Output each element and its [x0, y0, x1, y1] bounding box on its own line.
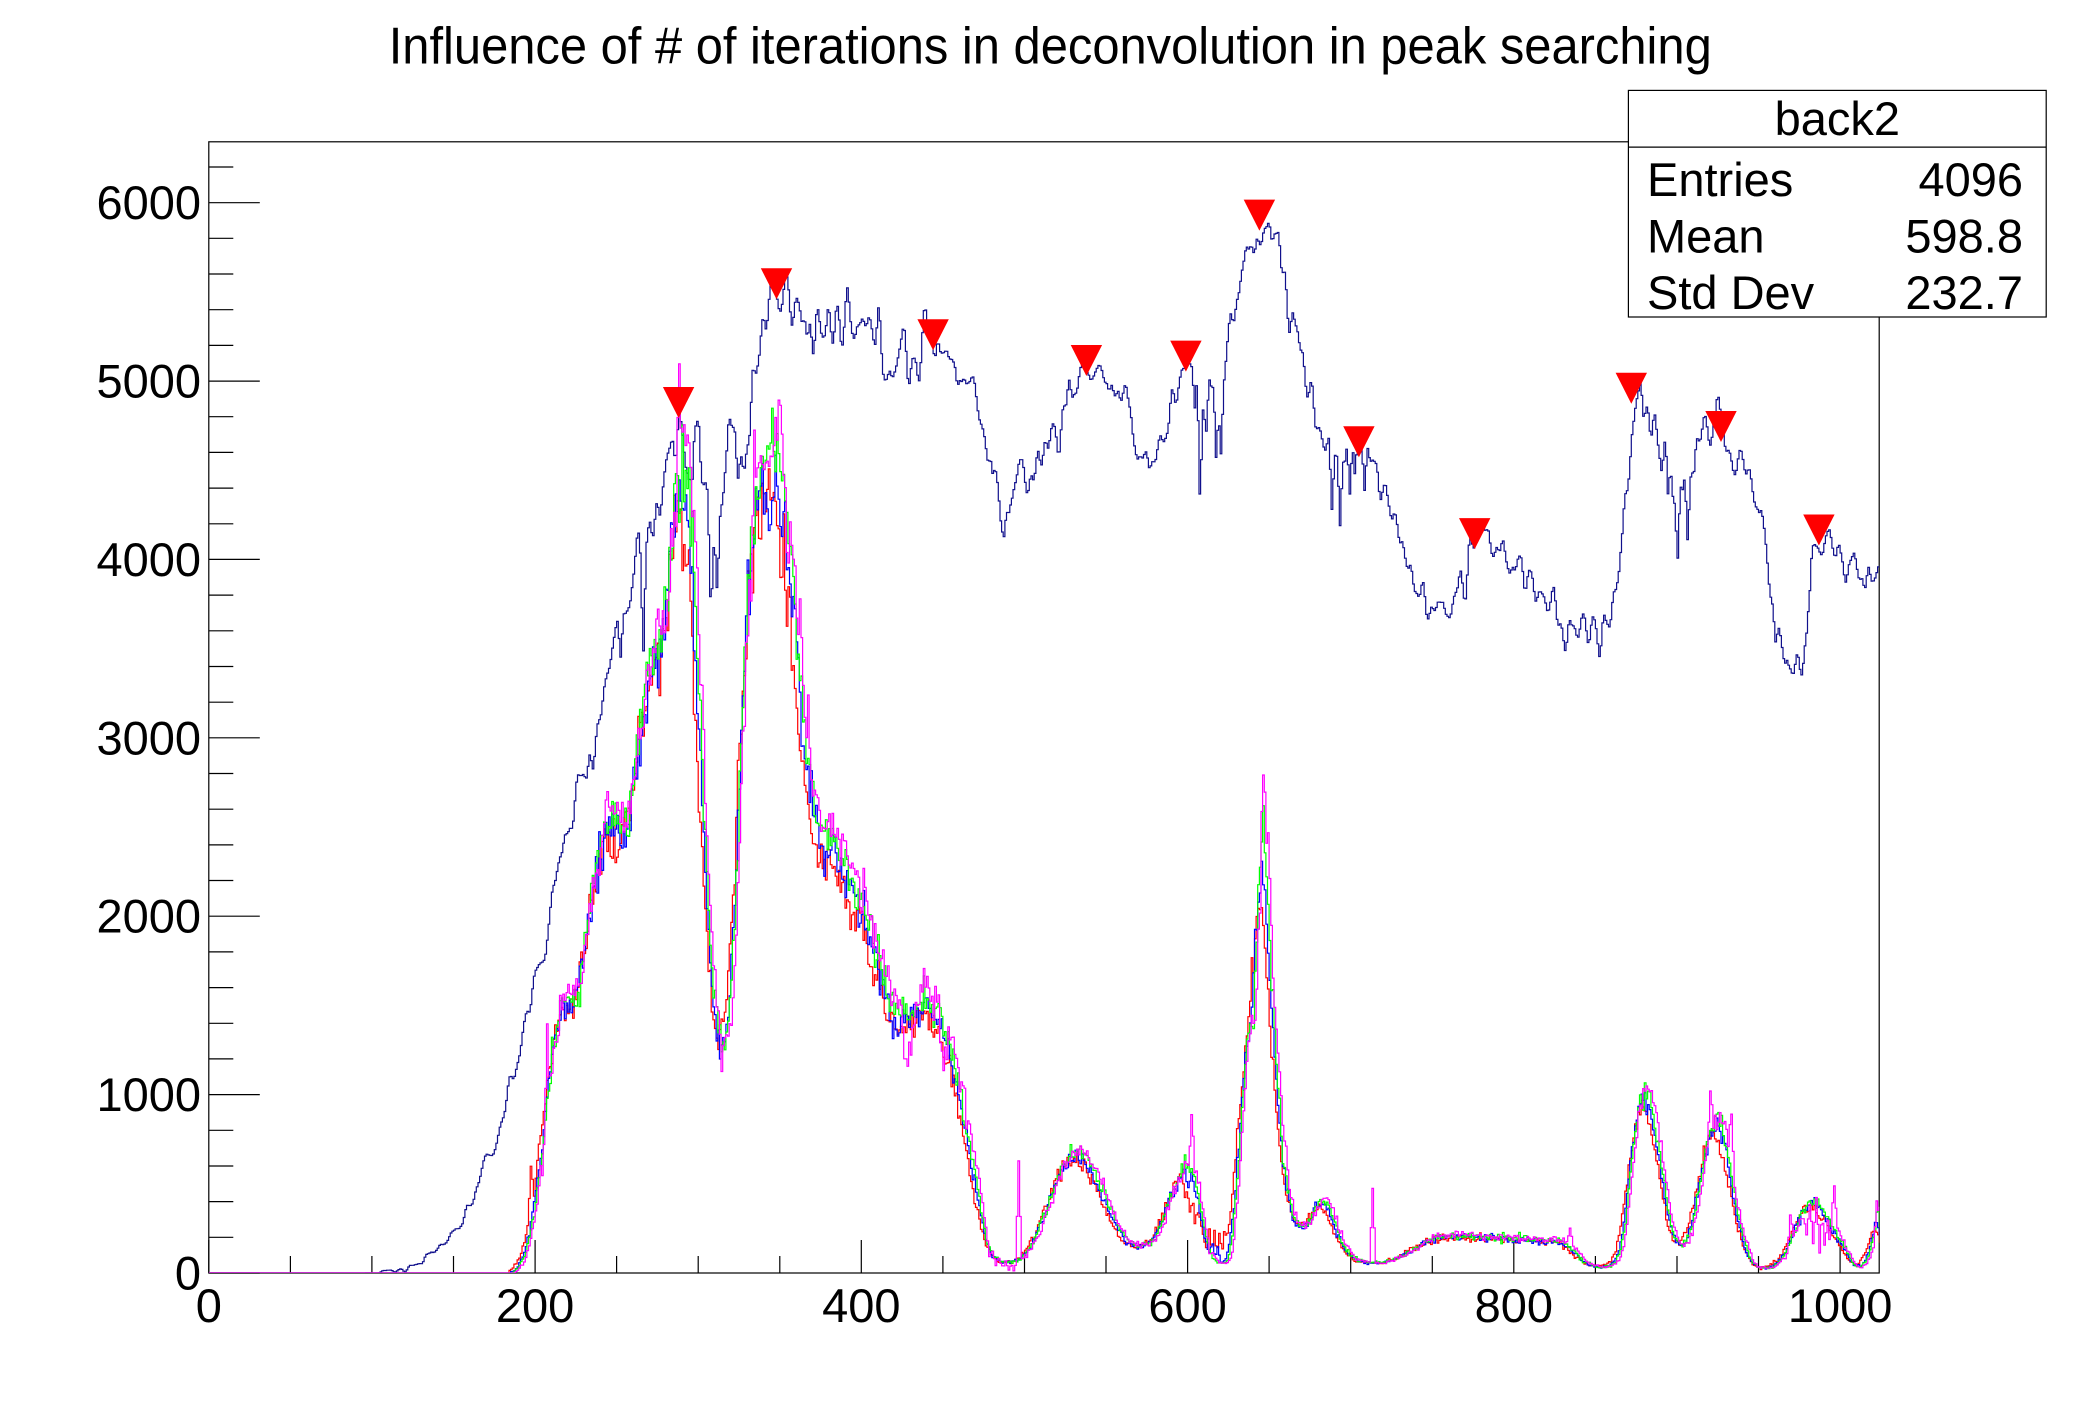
svg-text:1000: 1000	[96, 1068, 201, 1121]
svg-text:800: 800	[1475, 1279, 1553, 1332]
svg-text:232.7: 232.7	[1905, 266, 2023, 319]
svg-text:4000: 4000	[96, 533, 201, 586]
svg-text:5000: 5000	[96, 355, 201, 408]
svg-text:2000: 2000	[96, 890, 201, 943]
svg-text:600: 600	[1148, 1279, 1226, 1332]
svg-text:Mean: Mean	[1647, 210, 1765, 263]
svg-text:back2: back2	[1775, 92, 1900, 145]
svg-text:Influence of # of iterations i: Influence of # of iterations in deconvol…	[389, 16, 1712, 75]
svg-text:200: 200	[496, 1279, 574, 1332]
svg-text:1000: 1000	[1788, 1279, 1893, 1332]
svg-text:598.8: 598.8	[1905, 210, 2023, 263]
svg-text:6000: 6000	[96, 176, 201, 229]
svg-text:400: 400	[822, 1279, 900, 1332]
svg-text:0: 0	[196, 1279, 222, 1332]
svg-text:4096: 4096	[1918, 153, 2023, 206]
svg-text:3000: 3000	[96, 711, 201, 764]
svg-text:Entries: Entries	[1647, 153, 1793, 206]
svg-text:0: 0	[175, 1247, 201, 1300]
svg-text:Std Dev: Std Dev	[1647, 266, 1815, 319]
